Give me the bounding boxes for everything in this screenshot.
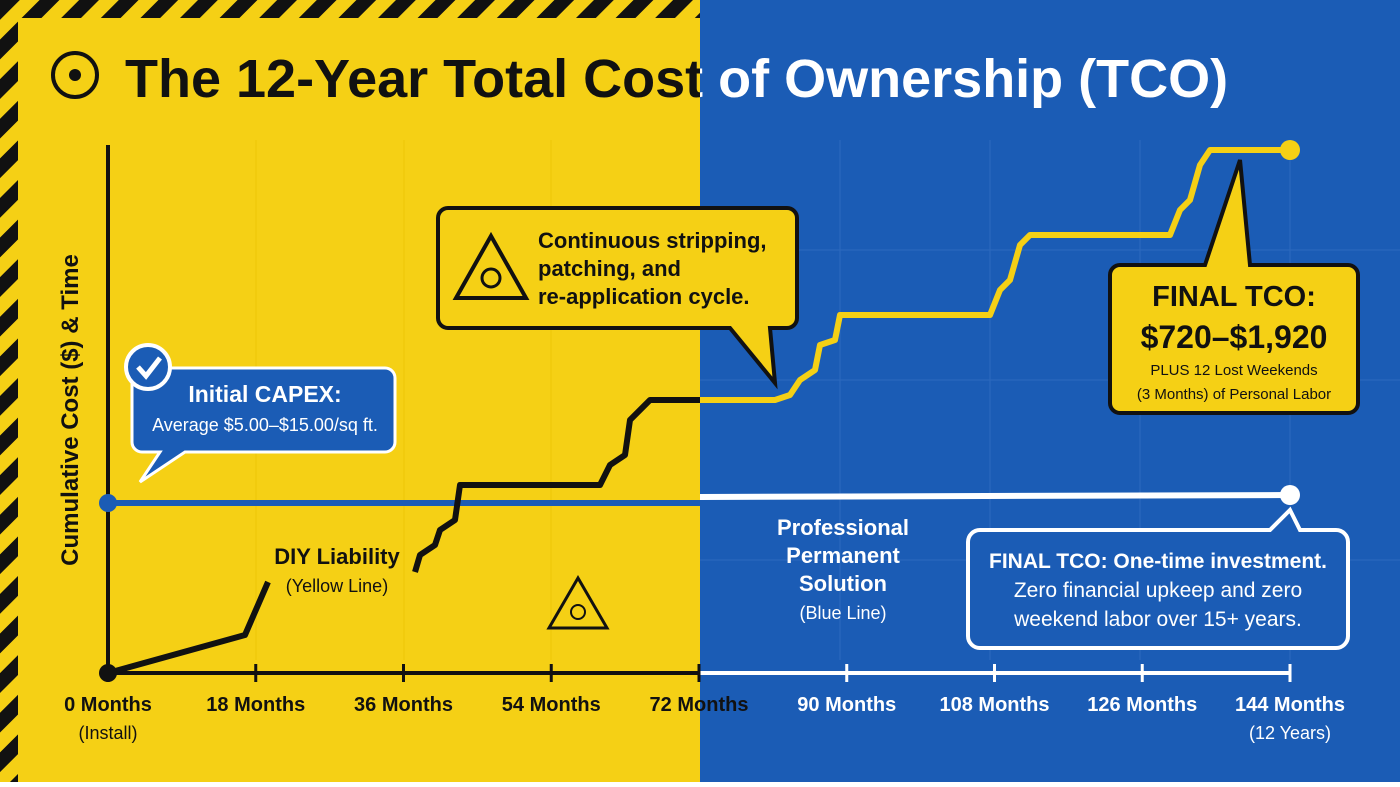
pro-label: Solution	[799, 571, 887, 596]
diy-final-line: (3 Months) of Personal Labor	[1137, 386, 1331, 403]
diy-final-title: FINAL TCO:	[1152, 281, 1316, 313]
x-tick-label: 108 Months	[939, 694, 1049, 716]
x-tick-label: 18 Months	[206, 694, 305, 716]
pro-line	[699, 492, 1291, 500]
x-tick-label: 36 Months	[354, 694, 453, 716]
chart-title: The 12-Year Total Cost of Ownership (TCO…	[125, 49, 1228, 109]
pro-label: Professional	[777, 515, 909, 540]
pro-start	[99, 494, 117, 512]
cycle-note: re-application cycle.	[538, 284, 750, 309]
x-tick-label: 90 Months	[797, 694, 896, 716]
title-icon	[51, 51, 99, 99]
hazard-icon	[546, 575, 610, 630]
x-end-note: (12 Years)	[1249, 723, 1331, 743]
capex-text: Average $5.00–$15.00/sq ft.	[152, 415, 378, 435]
diy-final-line: PLUS 12 Lost Weekends	[1150, 362, 1317, 379]
x-tick-label: 144 Months	[1235, 694, 1345, 716]
pro-final-line: weekend labor over 15+ years.	[1013, 608, 1302, 631]
y-axis-label: Cumulative Cost ($) & Time	[57, 254, 84, 566]
diy-note: (Yellow Line)	[286, 576, 388, 596]
diy-start	[99, 664, 117, 682]
diy-end	[1280, 140, 1300, 160]
cycle-callout: Continuous stripping, patching, and re-a…	[436, 206, 799, 390]
chart-title: The 12-Year Total Cost of Ownership (TCO…	[125, 49, 1228, 109]
cycle-note: patching, and	[538, 256, 681, 281]
x-tick-label: 54 Months	[502, 694, 601, 716]
pro-final-line: FINAL TCO: One-time investment.	[989, 550, 1327, 573]
x-tick-label: 126 Months	[1087, 694, 1197, 716]
pro-label: Permanent	[786, 543, 900, 568]
hazard-stripe	[0, 0, 700, 18]
capex-title: Initial CAPEX:	[188, 381, 341, 407]
pro-end	[1280, 485, 1300, 505]
diy-final-callout: FINAL TCO: $720–$1,920 PLUS 12 Lost Week…	[1108, 159, 1360, 415]
diy-line	[107, 147, 1290, 676]
cycle-note: Continuous stripping,	[538, 228, 767, 253]
pro-final-callout: FINAL TCO: One-time investment. Zero fin…	[966, 506, 1350, 650]
hazard-stripe	[0, 0, 18, 782]
x-tick-label: 0 Months	[64, 694, 152, 716]
diy-label: DIY Liability	[274, 544, 400, 569]
capex-callout: Initial CAPEX: Average $5.00–$15.00/sq f…	[124, 343, 397, 484]
pro-final-line: Zero financial upkeep and zero	[1014, 579, 1302, 602]
x-start-note: (Install)	[78, 723, 137, 743]
x-tick-label: 72 Months	[650, 694, 749, 716]
pro-note: (Blue Line)	[799, 603, 886, 623]
diy-final-amount: $720–$1,920	[1141, 319, 1328, 355]
